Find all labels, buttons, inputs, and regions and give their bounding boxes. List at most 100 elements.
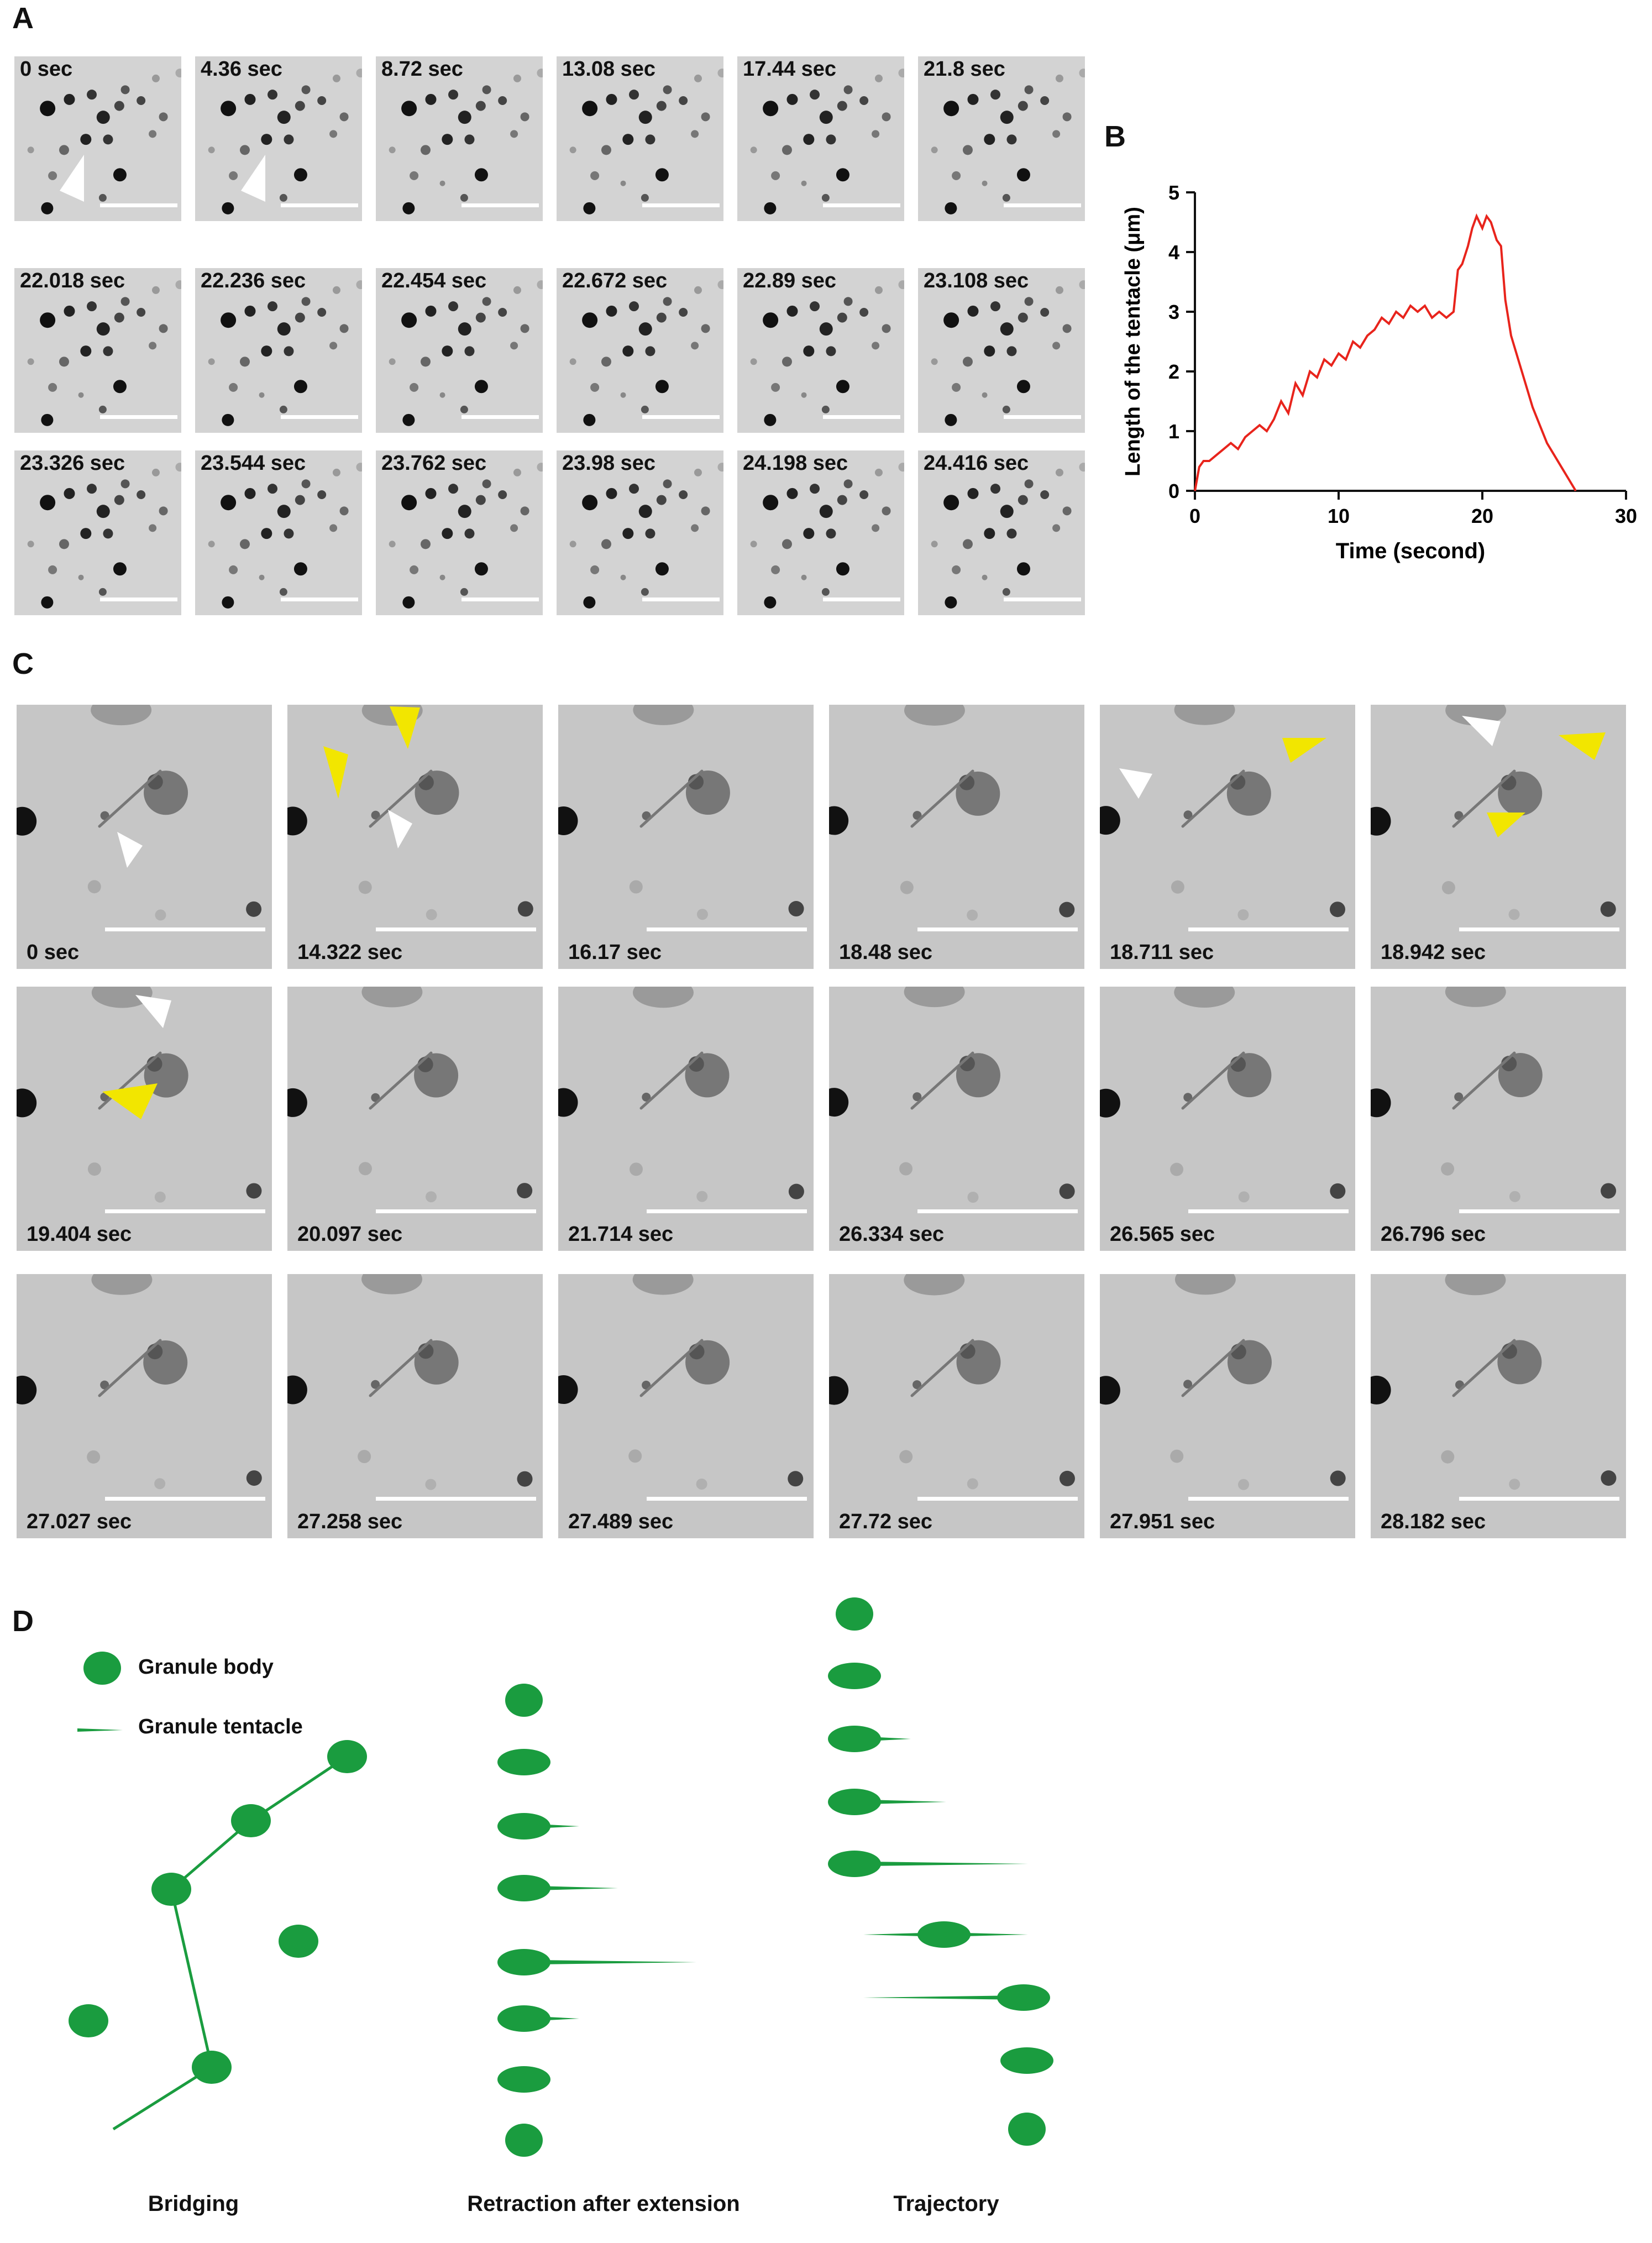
frame-timestamp: 26.334 sec (839, 1223, 945, 1246)
frame-timestamp: 0 sec (20, 57, 73, 81)
micrograph-image (1371, 987, 1617, 1202)
panel-c-frame: 27.489 sec (558, 1274, 814, 1538)
scale-bar (281, 415, 358, 419)
panel-a-frame: 21.8 sec (918, 56, 1085, 221)
panel-a-frame: 22.018 sec (14, 268, 181, 433)
micrograph-image (1100, 705, 1346, 920)
scale-bar (1004, 415, 1081, 419)
bridging-tentacle-icon (170, 1889, 213, 2068)
panel-a-frame: 17.44 sec (737, 56, 904, 221)
granule-tentacle-icon (536, 2016, 579, 2021)
panel-c-frame: 27.72 sec (829, 1274, 1084, 1538)
frame-timestamp: 24.416 sec (924, 452, 1029, 475)
panel-a-frame: 22.89 sec (737, 268, 904, 433)
panel-c-frame: 26.565 sec (1100, 987, 1355, 1251)
y-tick-label: 4 (1168, 241, 1179, 264)
granule-tentacle-icon (868, 1862, 1028, 1866)
frame-timestamp: 0 sec (27, 941, 80, 964)
diagram-shapes (69, 1597, 1053, 2157)
scale-bar (917, 1497, 1078, 1501)
micrograph-image (829, 1274, 1075, 1490)
frame-timestamp: 22.672 sec (562, 269, 668, 292)
micrograph-image (931, 463, 1085, 609)
micrograph-image (208, 280, 362, 426)
panel-c-frame: 27.027 sec (17, 1274, 272, 1538)
micrograph-image (1100, 1274, 1346, 1490)
micrograph-image (287, 1274, 533, 1490)
retraction-label: Retraction after extension (467, 2192, 740, 2216)
panel-letter-b: B (1104, 120, 1126, 153)
frame-timestamp: 23.544 sec (201, 452, 306, 475)
scale-bar (100, 203, 177, 207)
frame-timestamp: 27.027 sec (27, 1510, 132, 1533)
y-tick-label: 5 (1168, 181, 1179, 204)
bridging-tentacle-icon (112, 2066, 213, 2131)
legend-granule-body-label: Granule body (138, 1655, 274, 1679)
granule-body-icon (828, 1789, 881, 1815)
micrograph-image (389, 463, 543, 609)
trajectory-label: Trajectory (893, 2192, 999, 2216)
frame-timestamp: 26.565 sec (1110, 1223, 1215, 1246)
scale-bar (642, 598, 720, 601)
granule-tentacle-icon (863, 1995, 1024, 2000)
scale-bar (1459, 1497, 1619, 1501)
tentacle-length-chart: 0 10 20 30 0 1 2 3 4 5 Time (second) Length of th… (1121, 181, 1637, 563)
micrograph-image (750, 69, 904, 214)
panel-c-frame: 27.258 sec (287, 1274, 543, 1538)
series-line-tentacle-length (1194, 213, 1577, 492)
scale-bar (461, 415, 539, 419)
micrograph-image (208, 69, 362, 214)
y-tick-label: 2 (1168, 360, 1179, 383)
micrograph-image (27, 280, 181, 426)
panel-a-frame: 23.762 sec (376, 450, 543, 615)
panel-c-frame: 27.951 sec (1100, 1274, 1355, 1538)
scale-bar (105, 927, 265, 931)
panel-a-frame: 23.544 sec (195, 450, 362, 615)
granule-tentacle-icon (868, 1737, 911, 1741)
panel-c-frame: 28.182 sec (1371, 1274, 1626, 1538)
panel-letter-c: C (12, 647, 34, 680)
panel-a-frame: 22.672 sec (557, 268, 723, 433)
panel-letter-d: D (12, 1605, 34, 1638)
panel-c-frame: 16.17 sec (558, 705, 814, 969)
micrograph-image (558, 987, 804, 1202)
x-tick-label: 10 (1328, 505, 1350, 527)
frame-timestamp: 22.454 sec (381, 269, 487, 292)
frame-timestamp: 22.018 sec (20, 269, 125, 292)
scale-bar (642, 415, 720, 419)
frame-timestamp: 27.951 sec (1110, 1510, 1215, 1533)
granule-body-icon (828, 1851, 881, 1877)
frame-timestamp: 18.48 sec (839, 941, 933, 964)
frame-timestamp: 8.72 sec (381, 57, 463, 81)
x-tick-label: 20 (1471, 505, 1493, 527)
scale-bar (1459, 927, 1619, 931)
granule-body-icon (497, 1749, 550, 1775)
granule-body-icon (828, 1726, 881, 1752)
micrograph-image (750, 463, 904, 609)
scale-bar (1004, 203, 1081, 207)
micrograph-image (17, 1274, 262, 1490)
scale-bar (1188, 1497, 1349, 1501)
panel-a-frame: 23.98 sec (557, 450, 723, 615)
micrograph-image (208, 463, 362, 609)
frame-timestamp: 27.72 sec (839, 1510, 933, 1533)
x-axis-label: Time (second) (1336, 539, 1485, 563)
scale-bar (376, 1497, 536, 1501)
micrograph-image (569, 280, 723, 426)
frame-timestamp: 26.796 sec (1381, 1223, 1486, 1246)
scale-bar (1188, 1209, 1349, 1213)
frame-timestamp: 14.322 sec (297, 941, 403, 964)
frame-timestamp: 23.108 sec (924, 269, 1029, 292)
y-tick-label: 1 (1168, 420, 1179, 443)
scale-bar (917, 927, 1078, 931)
panel-c-frame: 18.48 sec (829, 705, 1084, 969)
scale-bar (1188, 927, 1349, 931)
frame-timestamp: 18.942 sec (1381, 941, 1486, 964)
granule-body-icon (279, 1925, 318, 1958)
panel-c-frame: 18.711 sec (1100, 705, 1355, 969)
micrograph-image (931, 280, 1085, 426)
scale-bar (1004, 598, 1081, 601)
micrograph-image (1100, 987, 1346, 1203)
panel-a-frame: 13.08 sec (557, 56, 723, 221)
scale-bar (105, 1497, 265, 1501)
